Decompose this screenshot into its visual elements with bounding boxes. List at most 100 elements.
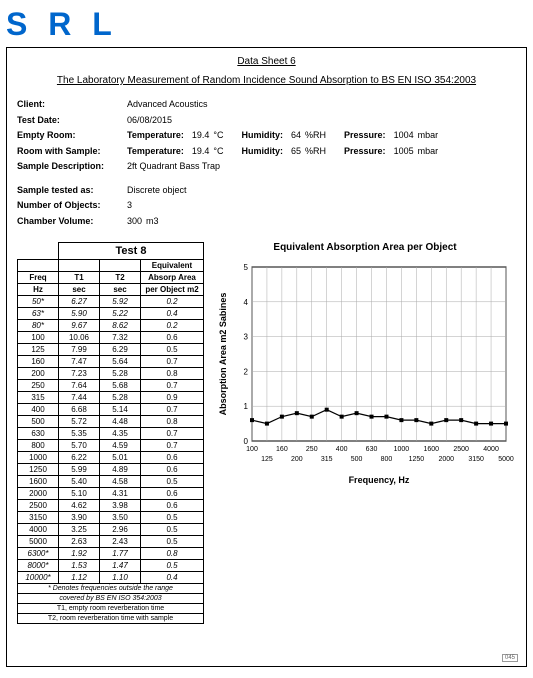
svg-text:315: 315: [321, 456, 333, 463]
table-row: 80*9.678.620.2: [18, 320, 204, 332]
meta-block: Client: Advanced Acoustics Test Date: 06…: [17, 98, 516, 228]
th-t1-unit: sec: [59, 284, 100, 296]
table-row: 8000*1.531.470.5: [18, 560, 204, 572]
table-cell: 500: [18, 416, 59, 428]
th-freq: Freq: [18, 272, 59, 284]
temp-unit-2: °C: [213, 145, 223, 159]
table-cell: 63*: [18, 308, 59, 320]
svg-text:100: 100: [246, 446, 258, 453]
empty-pres: 1004: [394, 129, 414, 143]
empty-hum: 64: [291, 129, 301, 143]
desc-label: Sample Description:: [17, 160, 127, 174]
table-row: 16005.404.580.5: [18, 476, 204, 488]
tested-as-label: Sample tested as:: [17, 184, 127, 198]
hum-label: Humidity:: [242, 129, 284, 143]
table-cell: 250: [18, 380, 59, 392]
table-cell: 5.35: [59, 428, 100, 440]
table-title: Test 8: [59, 243, 204, 260]
table-cell: 4000: [18, 524, 59, 536]
table-cell: 1.10: [100, 572, 141, 584]
table-cell: 6.68: [59, 404, 100, 416]
table-cell: 1.92: [59, 548, 100, 560]
table-cell: 8000*: [18, 560, 59, 572]
svg-text:250: 250: [306, 446, 318, 453]
pres-unit: mbar: [418, 129, 439, 143]
table-cell: 4.35: [100, 428, 141, 440]
table-cell: 5.40: [59, 476, 100, 488]
table-cell: 5.64: [100, 356, 141, 368]
svg-text:2500: 2500: [453, 446, 469, 453]
table-row: 50002.632.430.5: [18, 536, 204, 548]
table-row: 12505.994.890.6: [18, 464, 204, 476]
tested-as-value: Discrete object: [127, 184, 187, 198]
client-label: Client:: [17, 98, 127, 112]
chamber-label: Chamber Volume:: [17, 215, 127, 229]
table-row: 6300*1.921.770.8: [18, 548, 204, 560]
table-row: 25004.623.980.6: [18, 500, 204, 512]
svg-text:1000: 1000: [394, 446, 410, 453]
table-cell: 0.6: [141, 452, 204, 464]
table-cell: 7.47: [59, 356, 100, 368]
th-eq3: per Object m2: [141, 284, 204, 296]
table-cell: 0.2: [141, 296, 204, 308]
footnote-3: T2, room reverberation time with sample: [17, 614, 204, 624]
table-cell: 160: [18, 356, 59, 368]
table-cell: 6.27: [59, 296, 100, 308]
table-cell: 200: [18, 368, 59, 380]
chamber-unit: m3: [146, 215, 159, 229]
chart-title: Equivalent Absorption Area per Object: [214, 242, 516, 253]
client-value: Advanced Acoustics: [127, 98, 208, 112]
table-cell: 1.47: [100, 560, 141, 572]
svg-text:1250: 1250: [409, 456, 425, 463]
svg-text:630: 630: [366, 446, 378, 453]
table-cell: 5.28: [100, 392, 141, 404]
svg-text:3150: 3150: [468, 456, 484, 463]
data-table: Test 8 Equivalent Freq T1 T2 Absorp Area…: [17, 242, 204, 584]
sample-room-label: Room with Sample:: [17, 145, 127, 159]
svg-text:2: 2: [244, 367, 249, 376]
table-cell: 3.90: [59, 512, 100, 524]
table-cell: 5.72: [59, 416, 100, 428]
svg-text:Absorption Area m2 Sabines: Absorption Area m2 Sabines: [218, 293, 228, 416]
table-cell: 0.5: [141, 476, 204, 488]
table-row: 1257.996.290.5: [18, 344, 204, 356]
table-cell: 0.7: [141, 356, 204, 368]
table-cell: 2000: [18, 488, 59, 500]
table-cell: 800: [18, 440, 59, 452]
table-row: 1607.475.640.7: [18, 356, 204, 368]
table-cell: 3.50: [100, 512, 141, 524]
table-cell: 125: [18, 344, 59, 356]
table-cell: 0.5: [141, 512, 204, 524]
data-table-wrap: Test 8 Equivalent Freq T1 T2 Absorp Area…: [17, 242, 204, 624]
hum-label-2: Humidity:: [242, 145, 284, 159]
table-cell: 0.8: [141, 368, 204, 380]
svg-text:4: 4: [244, 298, 249, 307]
th-t1: T1: [59, 272, 100, 284]
table-cell: 5.92: [100, 296, 141, 308]
empty-room-label: Empty Room:: [17, 129, 127, 143]
document-frame: Data Sheet 6 The Laboratory Measurement …: [6, 47, 527, 667]
table-cell: 5.28: [100, 368, 141, 380]
table-cell: 2.96: [100, 524, 141, 536]
svg-text:200: 200: [291, 456, 303, 463]
table-cell: 7.64: [59, 380, 100, 392]
table-cell: 0.5: [141, 536, 204, 548]
footnote-2: T1, empty room reverberation time: [17, 604, 204, 614]
table-cell: 5.01: [100, 452, 141, 464]
table-cell: 0.7: [141, 440, 204, 452]
table-row: 50*6.275.920.2: [18, 296, 204, 308]
table-row: 10010.067.320.6: [18, 332, 204, 344]
table-cell: 400: [18, 404, 59, 416]
table-cell: 0.2: [141, 320, 204, 332]
footnote-1b: covered by BS EN ISO 354:2003: [17, 594, 204, 604]
svg-text:1600: 1600: [424, 446, 440, 453]
num-obj-label: Number of Objects:: [17, 199, 127, 213]
table-cell: 0.4: [141, 308, 204, 320]
table-cell: 50*: [18, 296, 59, 308]
date-value: 06/08/2015: [127, 114, 172, 128]
svg-text:500: 500: [351, 456, 363, 463]
table-row: 40003.252.960.5: [18, 524, 204, 536]
table-cell: 0.6: [141, 500, 204, 512]
table-cell: 5.90: [59, 308, 100, 320]
table-cell: 7.99: [59, 344, 100, 356]
